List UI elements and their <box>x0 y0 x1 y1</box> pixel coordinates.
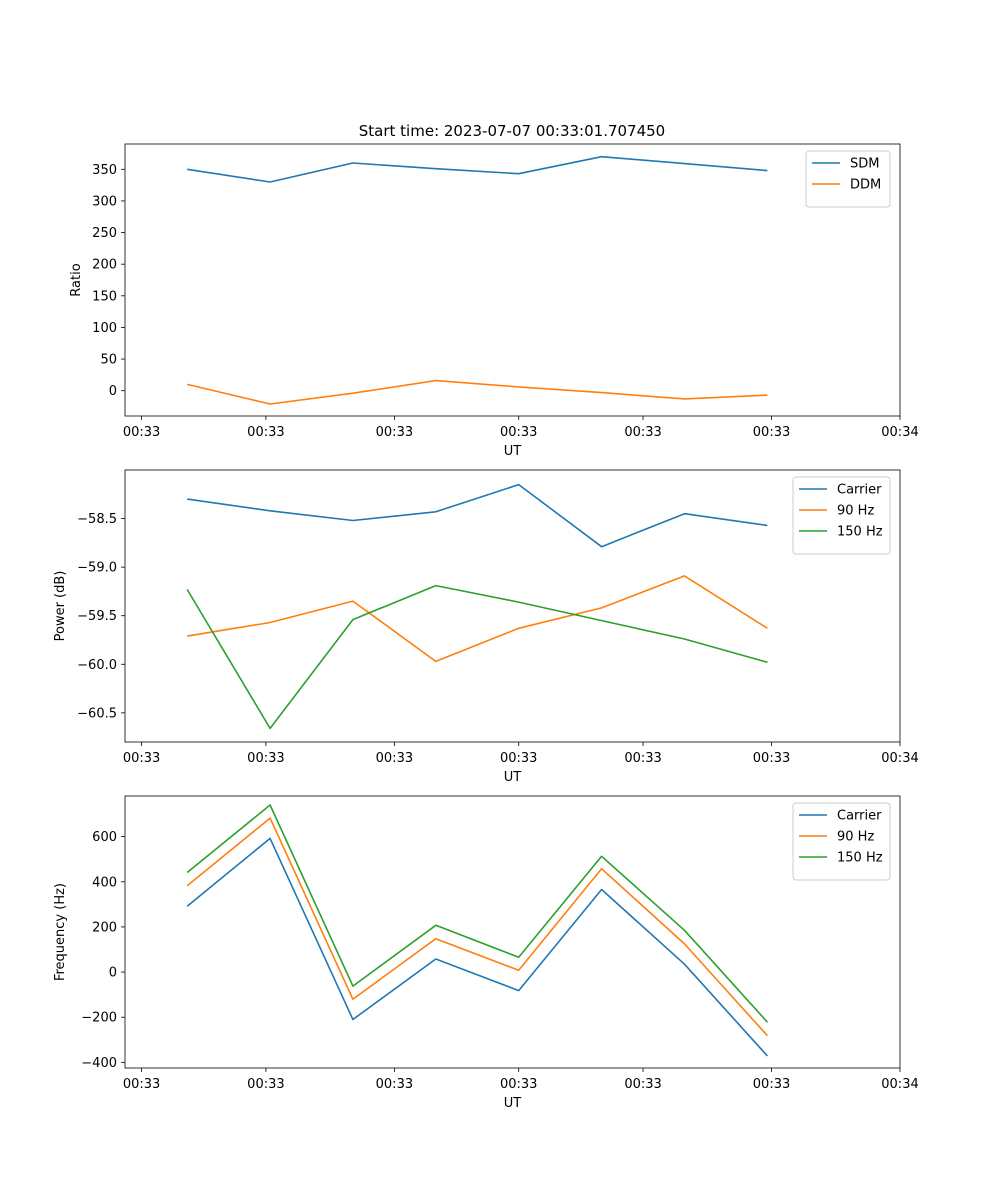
x-axis-label: UT <box>504 770 522 785</box>
y-axis-label: Ratio <box>69 263 84 296</box>
x-axis-label: UT <box>504 1096 522 1111</box>
x-tick-label: 00:33 <box>376 425 413 440</box>
legend-label: 90 Hz <box>837 504 874 519</box>
legend: Carrier 90 Hz 150 Hz <box>792 476 891 555</box>
y-tick-label: 350 <box>92 163 117 178</box>
x-tick-label: 00:34 <box>881 1077 918 1092</box>
y-tick-label: −58.5 <box>77 512 117 527</box>
series-line-ddm <box>187 379 768 405</box>
y-axis-label: Power (dB) <box>53 571 68 642</box>
y-tick-label: −59.0 <box>77 561 117 576</box>
axes-frame <box>124 469 901 743</box>
figure-title: Start time: 2023-07-07 00:33:01.707450 <box>359 122 665 140</box>
x-tick-label: 00:33 <box>624 751 661 766</box>
y-tick-label: −400 <box>81 1056 117 1071</box>
series-line-carrier <box>187 483 768 548</box>
series-line-90-hz <box>186 817 768 1037</box>
x-tick-label: 00:33 <box>753 751 790 766</box>
y-axis-label: Frequency (Hz) <box>53 883 68 981</box>
y-tick-label: 200 <box>92 920 117 935</box>
x-tick-label: 00:33 <box>500 425 537 440</box>
x-tick-label: 00:34 <box>881 751 918 766</box>
series-line-150-hz <box>186 584 768 730</box>
charts-container: 0 50 100 150 200 250 300 350 00:33 00:33 00:33 00:3… <box>53 143 919 1111</box>
y-tick-label: 200 <box>92 258 117 273</box>
legend-label: SDM <box>850 157 879 172</box>
series-line-150-hz <box>186 804 768 1023</box>
legend-box <box>805 150 891 208</box>
legend: Carrier 90 Hz 150 Hz <box>792 802 891 881</box>
y-tick-label: 400 <box>92 875 117 890</box>
legend-label: 150 Hz <box>837 851 883 866</box>
y-tick-label: 250 <box>92 226 117 241</box>
x-tick-label: 00:33 <box>247 751 284 766</box>
x-tick-label: 00:33 <box>753 1077 790 1092</box>
series-line-90-hz <box>187 575 768 663</box>
x-tick-label: 00:33 <box>624 1077 661 1092</box>
x-axis-label: UT <box>504 444 522 459</box>
legend-box <box>792 802 891 881</box>
chart-2: −60.5 −60.0 −59.5 −59.0 −58.5 00:33 00:33 00:33… <box>53 469 919 785</box>
x-tick-label: 00:33 <box>753 425 790 440</box>
legend-label: Carrier <box>837 483 882 498</box>
y-tick-label: −60.5 <box>77 706 117 721</box>
legend-label: Carrier <box>837 809 882 824</box>
legend-label: 90 Hz <box>837 830 874 845</box>
x-tick-label: 00:33 <box>247 425 284 440</box>
y-tick-label: −59.5 <box>77 609 117 624</box>
x-tick-label: 00:33 <box>123 1077 160 1092</box>
legend: SDM DDM <box>805 150 891 208</box>
series-line-carrier <box>186 837 768 1057</box>
x-tick-label: 00:33 <box>247 1077 284 1092</box>
x-tick-label: 00:33 <box>376 751 413 766</box>
y-tick-label: 100 <box>92 321 117 336</box>
y-tick-label: 150 <box>92 289 117 304</box>
x-tick-label: 00:33 <box>624 425 661 440</box>
x-tick-label: 00:33 <box>376 1077 413 1092</box>
x-tick-label: 00:33 <box>500 1077 537 1092</box>
x-tick-label: 00:33 <box>123 751 160 766</box>
y-tick-label: −60.0 <box>77 658 117 673</box>
chart-1: 0 50 100 150 200 250 300 350 00:33 00:33 00:33 00:3… <box>69 143 919 459</box>
y-tick-label: 300 <box>92 194 117 209</box>
axes-frame <box>124 143 901 417</box>
x-tick-label: 00:33 <box>123 425 160 440</box>
series-line-sdm <box>187 155 768 183</box>
y-tick-label: 0 <box>109 384 117 399</box>
y-tick-label: 50 <box>100 353 117 368</box>
legend-box <box>792 476 891 555</box>
legend-label: 150 Hz <box>837 525 883 540</box>
axes-frame <box>124 795 901 1069</box>
chart-3: −400 −200 0 200 400 600 00:33 00:33 00:33 00:33 00… <box>53 795 919 1111</box>
legend-label: DDM <box>850 178 881 193</box>
x-tick-label: 00:34 <box>881 425 918 440</box>
x-tick-label: 00:33 <box>500 751 537 766</box>
y-tick-label: −200 <box>81 1011 117 1026</box>
y-tick-label: 0 <box>109 966 117 981</box>
y-tick-label: 600 <box>92 830 117 845</box>
